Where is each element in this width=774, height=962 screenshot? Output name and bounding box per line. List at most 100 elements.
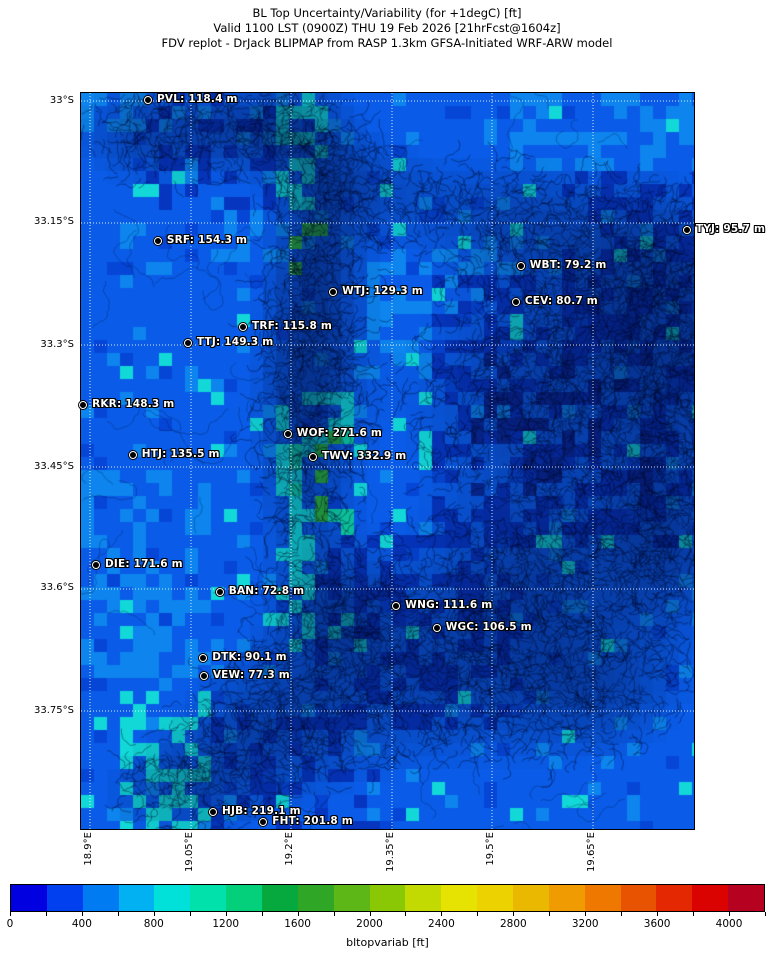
- station-marker-dot: [308, 453, 317, 462]
- colorbar-segment: [154, 885, 191, 911]
- station-label: HTJ: 135.5 m: [141, 447, 220, 460]
- station-label: TRF: 115.8 m: [252, 319, 332, 332]
- station-marker-dot: [682, 225, 691, 234]
- lon-tick-label: 19.5°E: [484, 832, 496, 866]
- colorbar-tick: [549, 912, 551, 916]
- map-area: [80, 92, 695, 830]
- station-label: TWV: 332.9 m: [321, 450, 407, 463]
- colorbar-tick: [225, 912, 227, 916]
- station-label: WOF: 271.6 m: [296, 427, 382, 440]
- lat-tick-label: 33.45°S: [34, 460, 74, 472]
- colorbar-segment: [333, 885, 370, 911]
- station-marker-dot: [516, 261, 525, 270]
- colorbar-segment: [441, 885, 478, 911]
- station-label: WGC: 106.5 m: [445, 620, 532, 633]
- station-marker-dot: [144, 96, 153, 105]
- colorbar-tick: [585, 912, 587, 916]
- lat-tick-label: 33.15°S: [34, 216, 74, 228]
- colorbar-tick-label: 800: [143, 918, 164, 930]
- station-marker-dot: [259, 818, 268, 827]
- colorbar-tick-label: 0: [6, 918, 14, 930]
- colorbar-tick: [153, 912, 155, 916]
- station-marker-dot: [511, 297, 520, 306]
- colorbar-tick: [81, 912, 83, 916]
- colorbar-segment: [656, 885, 693, 911]
- colorbar-segment: [82, 885, 119, 911]
- colorbar-segment: [692, 885, 729, 911]
- lon-tick-label: 19.05°E: [183, 832, 195, 872]
- colorbar-tick-label: 1600: [284, 918, 311, 930]
- station-marker-dot: [128, 450, 137, 459]
- colorbar-tick: [441, 912, 443, 916]
- colorbar-tick: [621, 912, 623, 916]
- colorbar-tick-label: 1200: [212, 918, 240, 930]
- station-label: WBT: 79.2 m: [529, 258, 607, 271]
- plot-valid-time: Valid 1100 LST (0900Z) THU 19 Feb 2026 […: [213, 21, 561, 35]
- colorbar-tick-label: 400: [71, 918, 92, 930]
- colorbar-tick: [45, 912, 47, 916]
- colorbar-tick: [693, 912, 695, 916]
- colorbar-segment: [226, 885, 263, 911]
- colorbar-tick-label: 4000: [715, 918, 743, 930]
- colorbar-tick: [477, 912, 479, 916]
- colorbar-segment: [11, 885, 47, 911]
- lon-tick-label: 18.9°E: [83, 832, 94, 866]
- lat-tick-label: 33.6°S: [40, 582, 74, 594]
- colorbar-segment: [190, 885, 227, 911]
- colorbar-tick: [297, 912, 299, 916]
- colorbar-segment: [262, 885, 298, 911]
- station-label: TYJ: 95.7 m: [695, 222, 766, 235]
- station-marker-dot: [183, 338, 192, 347]
- colorbar-segment: [118, 885, 155, 911]
- stations-layer: PVL: 118.4 m SRF: 154.3 m TYJ: 95.7 m WBT: …: [79, 92, 765, 828]
- station-marker-dot: [215, 587, 224, 596]
- colorbar-segment: [46, 885, 83, 911]
- colorbar-segment: [477, 885, 514, 911]
- colorbar-segment: [620, 885, 657, 911]
- colorbar-tick-label: 2400: [428, 918, 455, 930]
- station-label: WTJ: 129.3 m: [342, 285, 423, 298]
- station-marker-dot: [209, 807, 218, 816]
- station-label: TTJ: 149.3 m: [196, 335, 274, 348]
- colorbar-tick: [729, 912, 731, 916]
- station-marker-dot: [392, 601, 401, 610]
- station-label: HJB: 219.1 m: [222, 804, 301, 817]
- colorbar-segment: [728, 885, 765, 911]
- plot-title: BL Top Uncertainty/Variability (for +1de…: [252, 6, 522, 20]
- station-label: SRF: 154.3 m: [166, 233, 248, 246]
- colorbar-tick: [10, 912, 11, 916]
- station-label: DIE: 171.6 m: [104, 558, 183, 571]
- colorbar-tick-label: 3200: [571, 918, 599, 930]
- station-marker-dot: [199, 653, 208, 662]
- lon-tick-label: 19.65°E: [585, 832, 597, 872]
- lat-tick-label: 33°S: [49, 94, 74, 106]
- colorbar-tick: [765, 912, 766, 916]
- station-label: BAN: 72.8 m: [228, 584, 305, 597]
- colorbar-tick-label: 3600: [643, 918, 671, 930]
- colorbar-segment: [369, 885, 406, 911]
- lat-tick-label: 33.3°S: [40, 338, 74, 350]
- colorbar: [10, 884, 765, 912]
- plot-model-info: FDV replot - DrJack BLIPMAP from RASP 1.…: [161, 36, 613, 50]
- colorbar-tick: [513, 912, 515, 916]
- lon-tick-label: 19.2°E: [284, 832, 295, 866]
- lat-tick-label: 33.75°S: [34, 704, 74, 716]
- station-marker-dot: [91, 561, 100, 570]
- colorbar-tick: [117, 912, 119, 916]
- colorbar-tick: [369, 912, 371, 916]
- station-label: FHT: 201.8 m: [272, 815, 353, 828]
- station-label: CEV: 80.7 m: [524, 294, 598, 307]
- colorbar-tick: [261, 912, 263, 916]
- station-marker-dot: [283, 430, 292, 439]
- station-marker-dot: [432, 623, 441, 632]
- lon-tick-label: 19.35°E: [384, 832, 396, 872]
- station-label: WNG: 111.6 m: [405, 598, 493, 611]
- colorbar-segment: [405, 885, 442, 911]
- station-marker-dot: [79, 400, 88, 409]
- plot-titles: BL Top Uncertainty/Variability (for +1de…: [0, 6, 774, 51]
- colorbar-segment: [297, 885, 334, 911]
- station-marker-dot: [153, 236, 162, 245]
- colorbar-axis-label: bltopvariab [ft]: [346, 936, 429, 949]
- colorbar-segment: [513, 885, 549, 911]
